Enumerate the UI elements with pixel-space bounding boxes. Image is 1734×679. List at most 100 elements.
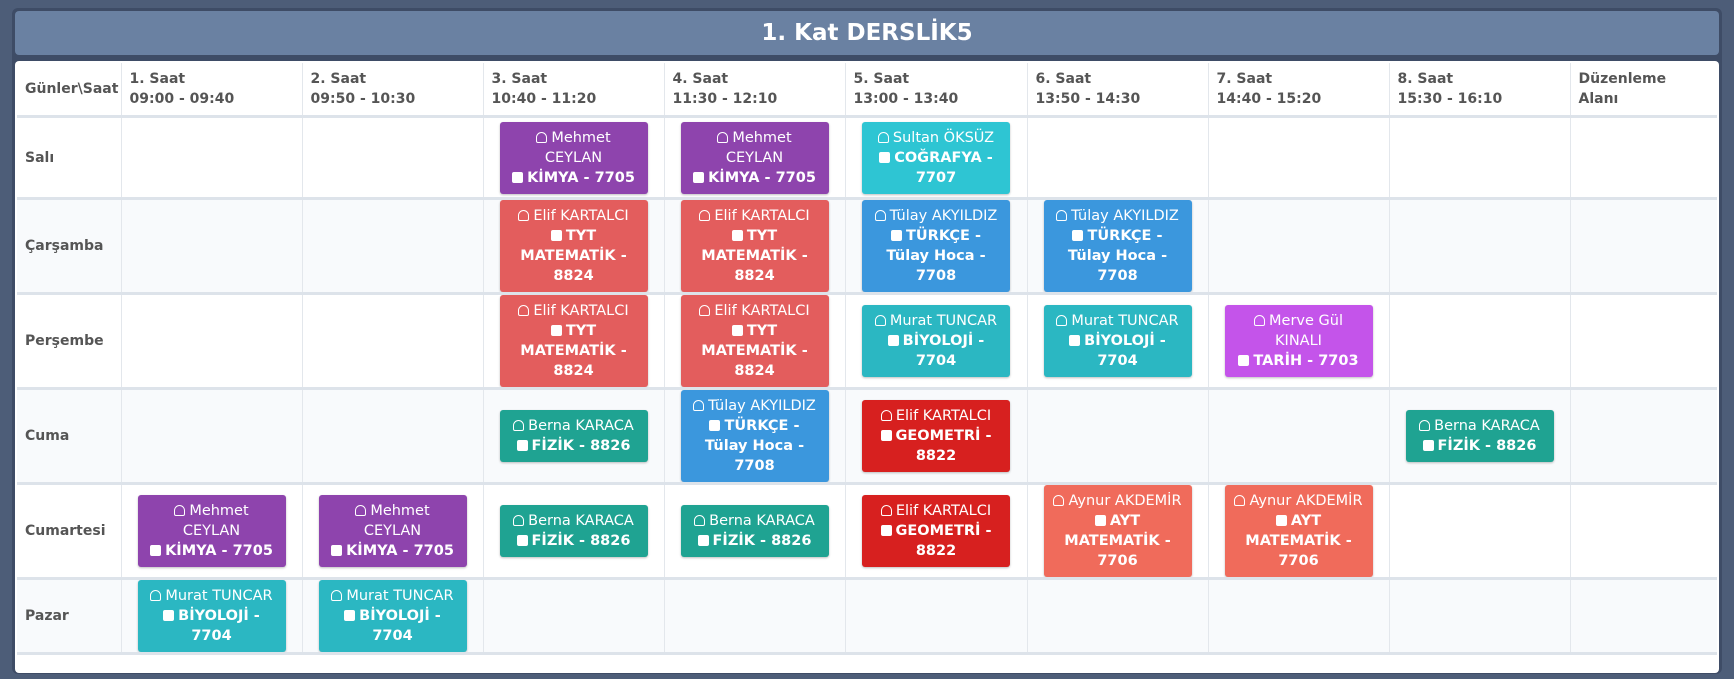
- lesson-card[interactable]: Sultan ÖKSÜZ COĞRAFYA - 7707: [862, 121, 1010, 194]
- course-line: AYT MATEMATİK - 7706: [1050, 511, 1186, 571]
- slot-cell: Merve Gül KINALI TARİH - 7703: [1208, 293, 1390, 389]
- slot-cell: Murat TUNCAR BİYOLOJİ - 7704: [302, 578, 484, 654]
- edit-icon[interactable]: [550, 230, 562, 241]
- lesson-card[interactable]: Merve Gül KINALI TARİH - 7703: [1224, 305, 1373, 377]
- edit-icon[interactable]: [344, 610, 356, 621]
- slot-cell: [121, 388, 303, 484]
- slot-cell: [1389, 483, 1571, 579]
- lesson-card[interactable]: Murat TUNCAR BİYOLOJİ - 7704: [1043, 305, 1192, 377]
- slot-cell: [483, 578, 665, 654]
- lesson-card[interactable]: Berna KARACA FİZİK - 8826: [499, 505, 648, 557]
- lesson-card[interactable]: Murat TUNCAR BİYOLOJİ - 7704: [862, 305, 1010, 377]
- lesson-card[interactable]: Aynur AKDEMİR AYT MATEMATİK - 7706: [1043, 485, 1192, 577]
- schedule-table: Günler\Saat 1. Saat 09:00 - 09:40 2. Saat 09…: [17, 63, 1717, 655]
- lesson-card[interactable]: Mehmet CEYLAN KİMYA - 7705: [680, 121, 829, 194]
- lesson-card[interactable]: Elif KARTALCI TYT MATEMATİK - 8824: [499, 200, 648, 292]
- slot-cell: [1027, 116, 1209, 199]
- user-icon: [355, 505, 367, 516]
- period-header: 5. Saat 13:00 - 13:40: [845, 63, 1028, 117]
- period-time: 09:00 - 09:40: [129, 91, 235, 107]
- slot-cell: Murat TUNCAR BİYOLOJİ - 7704: [1027, 293, 1209, 389]
- course-name: TYT MATEMATİK - 8824: [520, 228, 627, 284]
- edit-icon[interactable]: [1422, 440, 1434, 451]
- edit-icon[interactable]: [516, 535, 528, 546]
- lesson-card[interactable]: Mehmet CEYLAN KİMYA - 7705: [137, 495, 286, 567]
- lesson-card[interactable]: Berna KARACA FİZİK - 8826: [499, 410, 648, 462]
- course-line: GEOMETRİ - 8822: [868, 426, 1004, 466]
- course-name: TYT MATEMATİK - 8824: [701, 228, 808, 284]
- user-icon: [694, 515, 706, 526]
- user-icon: [518, 305, 530, 316]
- course-line: GEOMETRİ - 8822: [868, 521, 1004, 561]
- edit-icon[interactable]: [879, 151, 891, 163]
- lesson-card[interactable]: Elif KARTALCI TYT MATEMATİK - 8824: [680, 200, 829, 292]
- teacher-line: Elif KARTALCI: [687, 301, 823, 321]
- edit-icon[interactable]: [693, 171, 705, 183]
- day-label: Salı: [17, 116, 122, 199]
- slot-cell: [302, 198, 484, 294]
- slot-cell: [1027, 578, 1209, 654]
- course-line: TÜRKÇE - Tülay Hoca - 7708: [1050, 226, 1186, 286]
- course-line: TYT MATEMATİK - 8824: [687, 321, 823, 381]
- edit-icon[interactable]: [1072, 230, 1084, 241]
- lesson-card[interactable]: Tülay AKYILDIZ TÜRKÇE - Tülay Hoca - 7708: [862, 200, 1010, 292]
- edit-icon[interactable]: [880, 525, 892, 536]
- course-name: KİMYA - 7705: [527, 169, 635, 186]
- edit-icon[interactable]: [1238, 355, 1250, 366]
- period-header: 7. Saat 14:40 - 15:20: [1208, 63, 1390, 117]
- header-row: Günler\Saat 1. Saat 09:00 - 09:40 2. Saat 09…: [17, 63, 1717, 117]
- lesson-card[interactable]: Mehmet CEYLAN KİMYA - 7705: [499, 121, 648, 194]
- teacher-line: Murat TUNCAR: [144, 586, 280, 606]
- lesson-card[interactable]: Murat TUNCAR BİYOLOJİ - 7704: [318, 580, 467, 652]
- edit-icon[interactable]: [516, 440, 528, 451]
- user-icon: [874, 210, 886, 221]
- teacher-line: Merve Gül KINALI: [1231, 311, 1367, 351]
- teacher-line: Elif KARTALCI: [687, 206, 823, 226]
- teacher-line: Mehmet CEYLAN: [144, 501, 280, 541]
- edit-icon[interactable]: [890, 230, 902, 241]
- slot-cell: Berna KARACA FİZİK - 8826: [664, 483, 846, 579]
- lesson-card[interactable]: Elif KARTALCI GEOMETRİ - 8822: [862, 400, 1010, 472]
- edit-icon[interactable]: [150, 545, 162, 556]
- period-time: 13:50 - 14:30: [1035, 91, 1141, 107]
- lesson-card[interactable]: Berna KARACA FİZİK - 8826: [680, 505, 829, 557]
- course-name: FİZİK - 8826: [531, 533, 631, 549]
- slot-cell: Mehmet CEYLAN KİMYA - 7705: [302, 483, 484, 579]
- lesson-card[interactable]: Elif KARTALCI TYT MATEMATİK - 8824: [499, 295, 648, 387]
- edit-cell: [1570, 579, 1717, 654]
- edit-icon[interactable]: [731, 325, 743, 336]
- slot-cell: Aynur AKDEMİR AYT MATEMATİK - 7706: [1208, 483, 1390, 579]
- edit-icon[interactable]: [331, 545, 343, 556]
- edit-icon[interactable]: [887, 335, 899, 346]
- course-line: KİMYA - 7705: [506, 168, 642, 188]
- slot-cell: [1027, 388, 1209, 484]
- edit-icon[interactable]: [163, 610, 175, 621]
- slot-cell: [302, 293, 484, 389]
- edit-icon[interactable]: [550, 325, 562, 336]
- edit-icon[interactable]: [880, 430, 892, 441]
- lesson-card[interactable]: Murat TUNCAR BİYOLOJİ - 7704: [137, 580, 286, 652]
- lesson-card[interactable]: Berna KARACA FİZİK - 8826: [1405, 410, 1554, 462]
- lesson-card[interactable]: Aynur AKDEMİR AYT MATEMATİK - 7706: [1224, 485, 1373, 577]
- course-name: TARİH - 7703: [1253, 353, 1359, 369]
- course-line: FİZİK - 8826: [506, 436, 642, 456]
- edit-icon[interactable]: [1069, 335, 1081, 346]
- slot-cell: [121, 116, 303, 199]
- day-row: Cumartesi Mehmet CEYLAN KİMYA - 7705 Mehmet…: [17, 483, 1717, 579]
- lesson-card[interactable]: Elif KARTALCI GEOMETRİ - 8822: [862, 495, 1010, 567]
- slot-cell: Murat TUNCAR BİYOLOJİ - 7704: [121, 578, 303, 654]
- period-label: 5. Saat: [853, 71, 910, 87]
- lesson-card[interactable]: Elif KARTALCI TYT MATEMATİK - 8824: [680, 295, 829, 387]
- edit-icon[interactable]: [709, 420, 721, 431]
- edit-icon[interactable]: [1275, 515, 1287, 526]
- period-label: 6. Saat: [1035, 71, 1092, 87]
- edit-icon[interactable]: [731, 230, 743, 241]
- lesson-card[interactable]: Tülay AKYILDIZ TÜRKÇE - Tülay Hoca - 7708: [1043, 200, 1192, 292]
- course-line: FİZİK - 8826: [506, 531, 642, 551]
- edit-icon[interactable]: [512, 171, 524, 183]
- lesson-card[interactable]: Tülay AKYILDIZ TÜRKÇE - Tülay Hoca - 7708: [680, 390, 829, 482]
- edit-icon[interactable]: [697, 535, 709, 546]
- lesson-card[interactable]: Mehmet CEYLAN KİMYA - 7705: [318, 495, 467, 567]
- day-row: Salı Mehmet CEYLAN KİMYA - 7705 Mehmet CEYL…: [17, 116, 1717, 199]
- edit-icon[interactable]: [1094, 515, 1106, 526]
